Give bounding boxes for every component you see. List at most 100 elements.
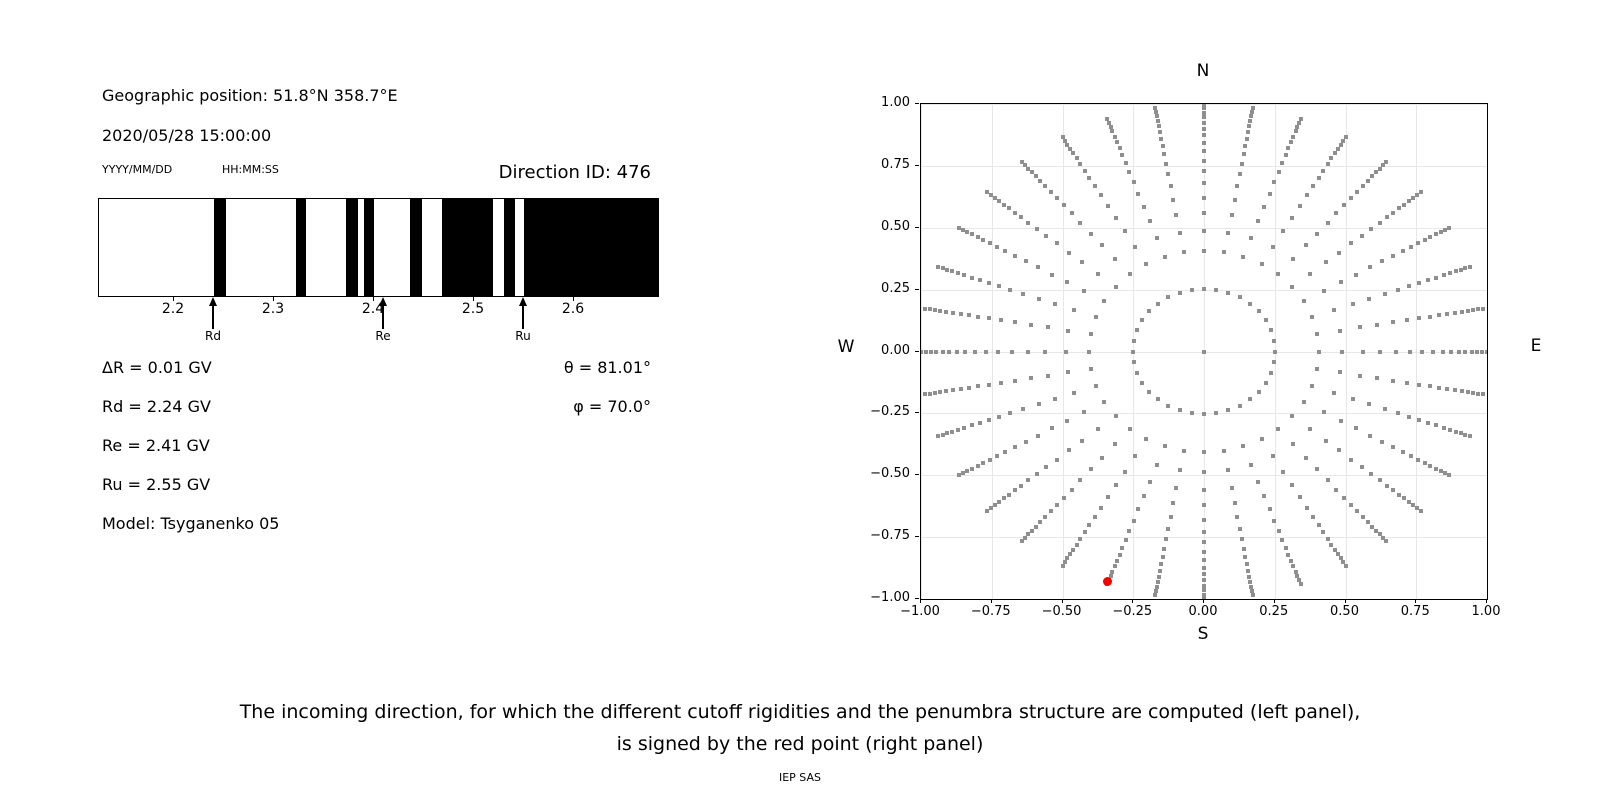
direction-dot bbox=[1147, 219, 1152, 224]
direction-dot bbox=[1020, 539, 1025, 544]
direction-dot bbox=[1315, 467, 1320, 472]
direction-dot bbox=[1414, 505, 1419, 510]
direction-dot bbox=[1249, 584, 1254, 589]
direction-dot bbox=[1112, 134, 1117, 139]
direction-dot bbox=[1358, 325, 1363, 330]
gridline bbox=[1487, 104, 1488, 599]
direction-dot bbox=[1112, 564, 1117, 569]
direction-dot bbox=[1202, 450, 1206, 455]
direction-dot bbox=[967, 385, 972, 390]
direction-dot bbox=[1331, 390, 1336, 395]
direction-dot bbox=[1458, 267, 1463, 272]
direction-dot bbox=[1416, 382, 1421, 387]
direction-dot bbox=[1001, 202, 1006, 207]
ru-arrow-icon bbox=[522, 305, 524, 329]
direction-dot bbox=[1295, 125, 1300, 130]
direction-dot bbox=[1380, 259, 1385, 264]
direction-dot bbox=[1189, 410, 1194, 415]
direction-dot bbox=[954, 349, 959, 354]
direction-dot bbox=[1029, 528, 1034, 533]
direction-dot bbox=[1202, 597, 1206, 599]
direction-dot bbox=[928, 307, 933, 312]
direction-dot bbox=[1338, 328, 1342, 333]
direction-dot bbox=[1049, 426, 1054, 431]
penumbra-x-tick bbox=[573, 297, 574, 301]
direction-dot bbox=[1113, 256, 1118, 261]
direction-dot bbox=[1263, 318, 1268, 323]
direction-dot bbox=[1035, 433, 1040, 438]
direction-dot bbox=[1272, 518, 1277, 523]
direction-dot bbox=[1354, 426, 1359, 431]
direction-dot bbox=[1307, 427, 1312, 432]
direction-dot bbox=[1445, 311, 1450, 316]
direction-dot bbox=[1080, 260, 1085, 265]
direction-dot bbox=[1249, 114, 1254, 119]
direction-dot bbox=[1038, 520, 1043, 525]
direction-dot bbox=[1202, 588, 1206, 593]
direction-dot bbox=[1106, 121, 1111, 126]
direction-dot bbox=[1367, 296, 1372, 301]
direction-dot bbox=[1417, 418, 1422, 423]
x-tick-label: −0.25 bbox=[1112, 604, 1153, 619]
direction-dot bbox=[1475, 349, 1480, 354]
direction-dot bbox=[1229, 212, 1234, 217]
direction-dot bbox=[996, 414, 1001, 419]
direction-dot bbox=[1214, 288, 1219, 293]
y-tick-label: −0.75 bbox=[870, 528, 910, 544]
direction-dot bbox=[983, 349, 988, 354]
direction-dot bbox=[1375, 322, 1380, 327]
direction-dot bbox=[1453, 388, 1458, 393]
direction-dot bbox=[1008, 411, 1013, 416]
y-tick bbox=[915, 536, 919, 538]
direction-dot bbox=[950, 310, 955, 315]
direction-dot bbox=[1295, 573, 1300, 578]
direction-dot bbox=[1276, 426, 1281, 431]
direction-dot bbox=[1237, 295, 1242, 300]
direction-dot bbox=[1400, 449, 1405, 454]
direction-dot bbox=[1301, 299, 1306, 304]
direction-dot bbox=[1325, 220, 1330, 225]
direction-dot bbox=[970, 232, 975, 237]
direction-dot bbox=[1202, 540, 1206, 545]
credit-text: IEP SAS bbox=[778, 771, 822, 784]
direction-dot bbox=[945, 267, 950, 272]
direction-dot bbox=[1226, 290, 1231, 295]
direction-dot bbox=[1045, 325, 1050, 330]
direction-dot bbox=[1054, 457, 1059, 462]
direction-dot bbox=[1229, 486, 1234, 491]
direction-dot bbox=[1072, 308, 1077, 313]
direction-dot bbox=[1305, 505, 1309, 510]
direction-dot bbox=[1290, 216, 1294, 221]
direction-dot bbox=[1355, 189, 1360, 194]
direction-dot bbox=[1262, 494, 1267, 499]
direction-dot bbox=[1249, 462, 1254, 467]
direction-dot bbox=[1415, 457, 1420, 462]
penumbra-band bbox=[214, 199, 226, 296]
direction-dot bbox=[1298, 203, 1303, 208]
direction-dot bbox=[1154, 114, 1159, 119]
direction-dot bbox=[996, 499, 1001, 504]
direction-dot bbox=[1349, 241, 1354, 246]
direction-dot bbox=[1110, 129, 1115, 134]
direction-dot bbox=[958, 311, 963, 316]
direction-dot bbox=[1428, 235, 1433, 240]
direction-dot bbox=[1304, 243, 1309, 248]
direction-dot bbox=[1113, 482, 1118, 487]
direction-dot bbox=[1202, 248, 1206, 253]
direction-dot bbox=[1117, 552, 1122, 557]
direction-dot bbox=[1323, 260, 1328, 265]
direction-dot bbox=[1043, 349, 1048, 354]
direction-dot bbox=[1241, 444, 1246, 449]
direction-dot bbox=[1237, 526, 1242, 531]
direction-dot bbox=[1297, 121, 1302, 126]
penumbra-x-tick bbox=[173, 297, 174, 301]
direction-dot bbox=[1316, 175, 1321, 180]
direction-map-plot bbox=[920, 103, 1488, 600]
x-tick-label: 1.00 bbox=[1471, 604, 1501, 619]
x-tick-label: 0.75 bbox=[1400, 604, 1430, 619]
direction-dot bbox=[1127, 528, 1132, 533]
direction-dot bbox=[1202, 578, 1206, 583]
direction-dot bbox=[1140, 380, 1145, 385]
direction-dot bbox=[1367, 402, 1372, 407]
direction-dot bbox=[1334, 211, 1339, 216]
